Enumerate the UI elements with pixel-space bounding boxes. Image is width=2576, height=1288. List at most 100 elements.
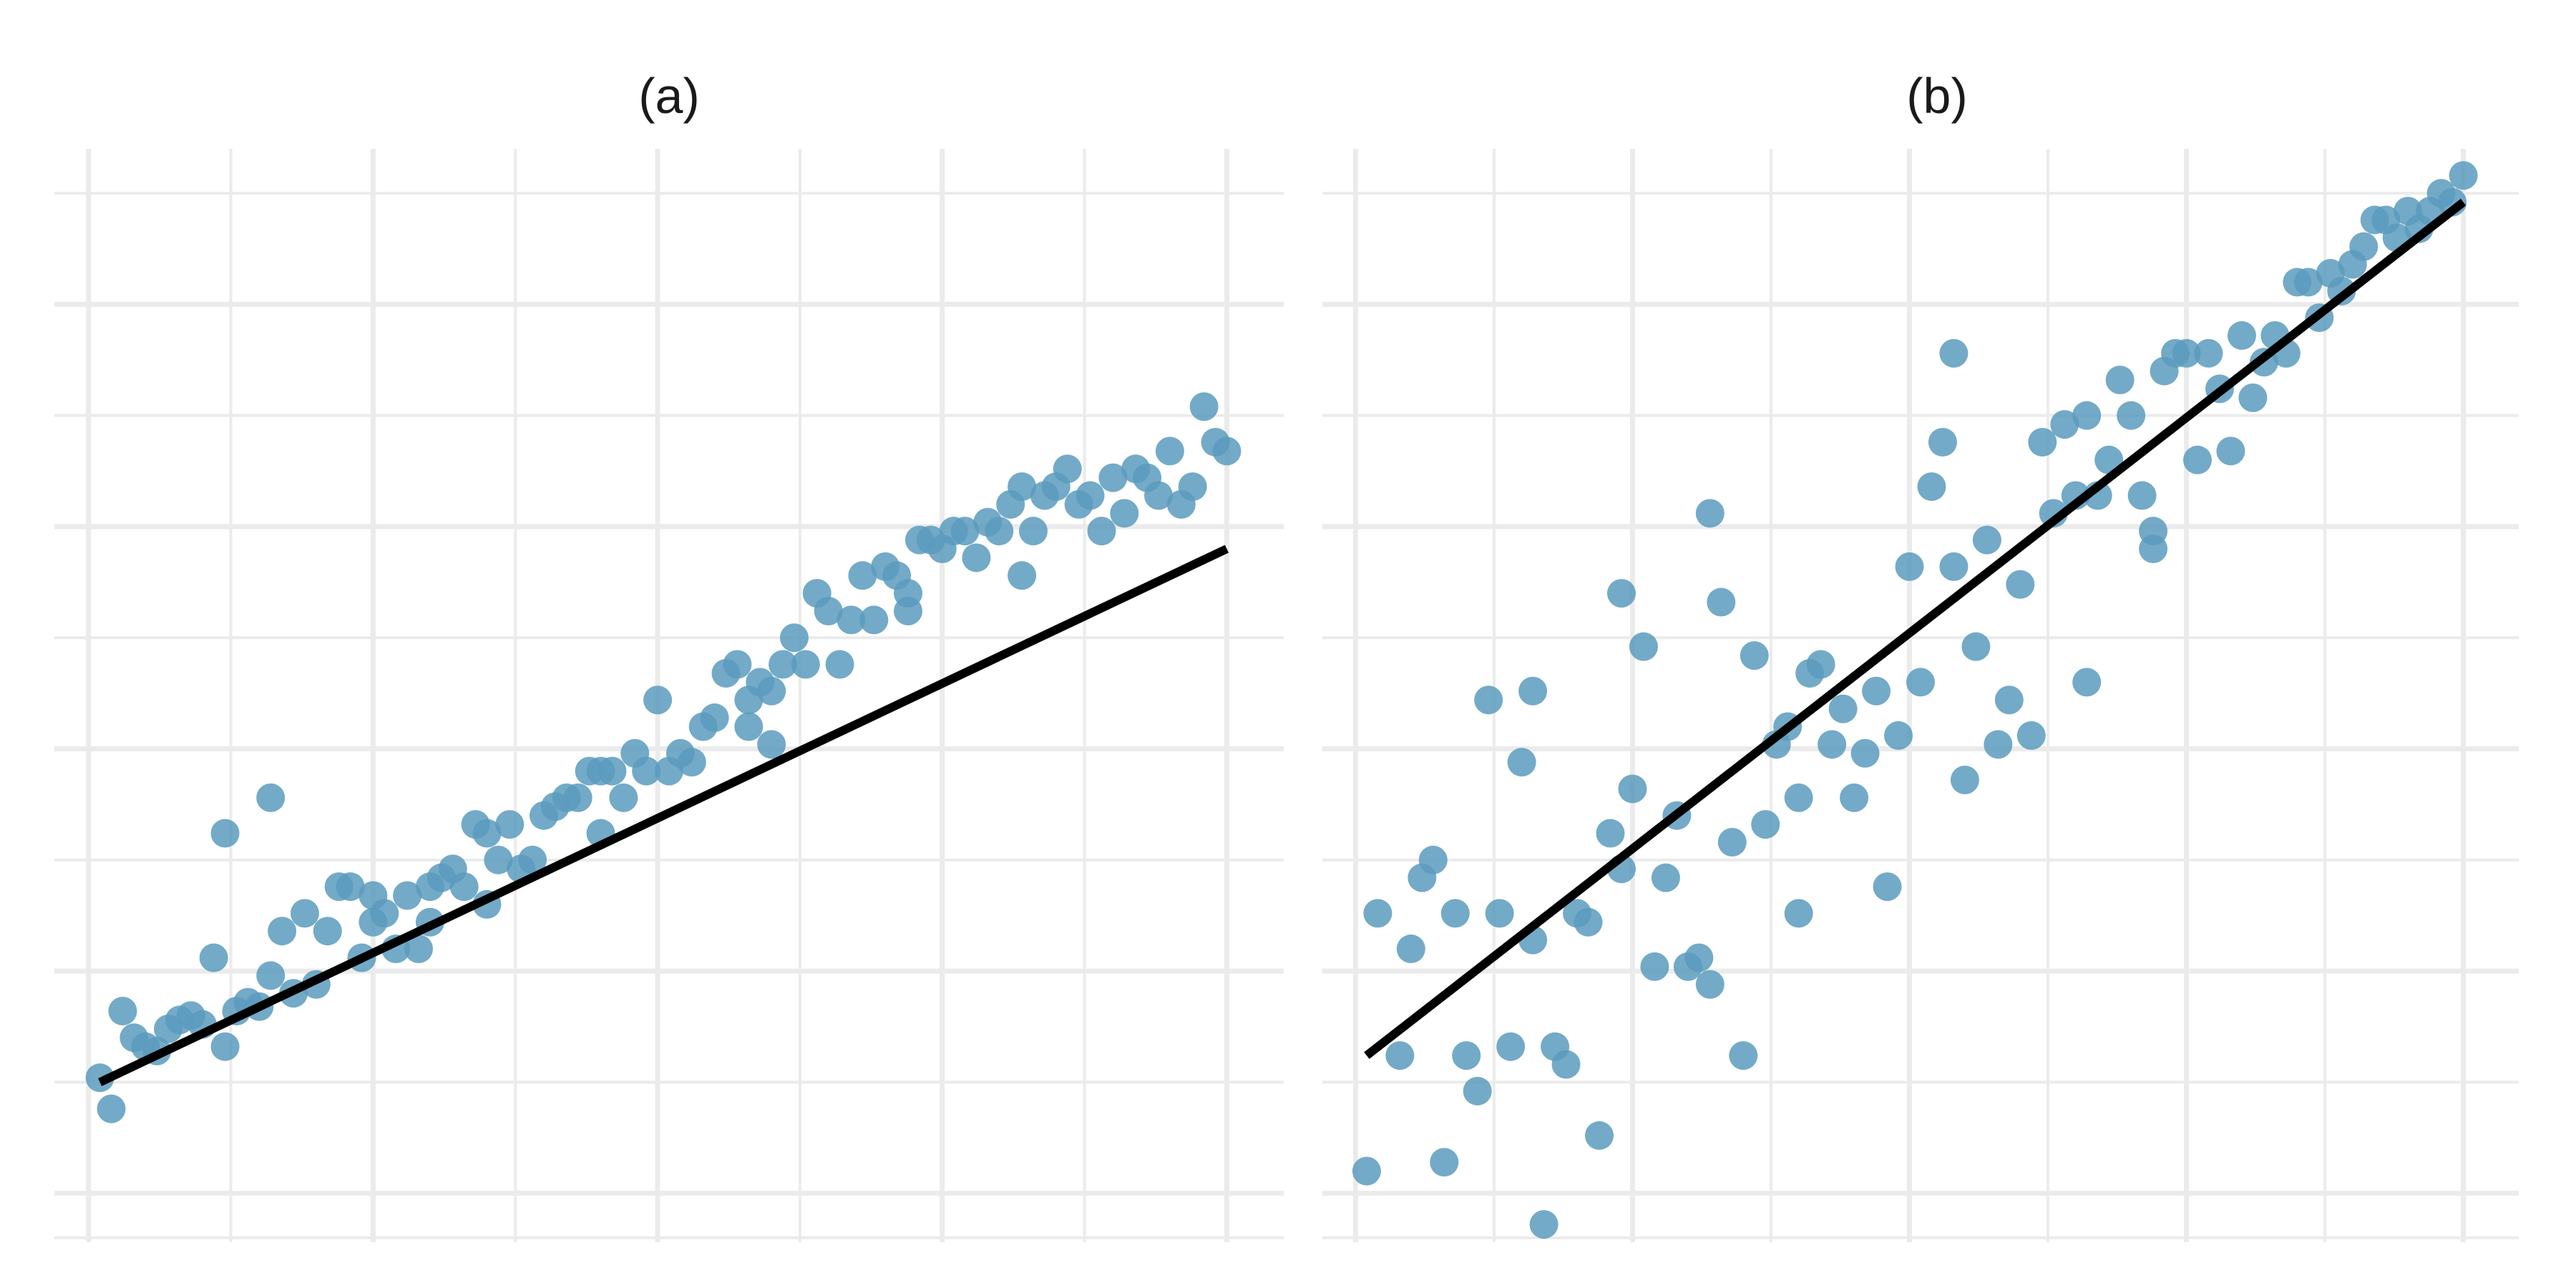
panel-b-data-point	[1729, 1041, 1758, 1070]
panel-b-data-point	[1695, 499, 1724, 528]
panel-b-data-point	[1640, 952, 1669, 981]
panel-a-data-point	[1212, 436, 1241, 466]
panel-b-data-point	[1474, 686, 1503, 715]
panel-b-data-point	[1850, 738, 1880, 768]
panel-b-data-point	[1751, 810, 1780, 839]
panel-a-data-point	[1189, 392, 1219, 421]
panel-a-data-point	[1144, 481, 1174, 510]
panel-a-data-point	[518, 845, 547, 874]
panel-a-data-point	[256, 783, 286, 812]
panel-b-data-point	[2105, 365, 2135, 394]
panel-b-data-point	[2194, 338, 2223, 368]
panel-a-points	[85, 392, 1241, 1123]
panel-a-data-point	[1110, 499, 1139, 528]
panel-a-data-point	[1019, 517, 1048, 546]
panel-a-data-point	[791, 650, 820, 679]
panel-b-data-point	[1463, 1076, 1492, 1106]
panel-b-data-point	[1972, 525, 2001, 555]
panel-a-data-point	[825, 650, 854, 679]
panel-b-data-point	[1828, 694, 1858, 723]
panel-a-data-point	[962, 543, 991, 572]
panel-b-data-point	[1928, 427, 1957, 457]
panel-a-data-point	[256, 961, 286, 990]
panel-a-data-point	[449, 872, 479, 902]
panel-a-data-point	[677, 748, 706, 777]
panel-b-data-point	[1707, 587, 1736, 617]
panel-b-points	[1352, 161, 2478, 1239]
panel-a-data-point	[609, 783, 638, 812]
panel-b-data-point	[1806, 650, 1835, 679]
panel-b-data-point	[2050, 410, 2079, 439]
panel-a-data-point	[290, 899, 319, 928]
panel-b-data-point	[1862, 676, 1891, 706]
panel-a-data-point	[313, 917, 342, 946]
panel-b-grid	[1322, 149, 2519, 1242]
panel-b-data-point	[2072, 401, 2102, 430]
panel-b-data-point	[1551, 1050, 1581, 1079]
panel-a-data-point	[199, 943, 228, 972]
panel-a-data-point	[108, 997, 137, 1026]
panel-a-data-point	[894, 579, 923, 608]
panel-a-data-point	[495, 810, 525, 839]
panel-b-data-point	[2117, 401, 2146, 430]
panel-a-fit-line	[98, 545, 1229, 1086]
panel-b-data-point	[1695, 970, 1724, 999]
panel-b-data-point	[1840, 783, 1869, 812]
panel-b-data-point	[1396, 935, 1425, 964]
panel-a-data-point	[643, 686, 673, 715]
panel-a-data-point	[1178, 472, 1207, 502]
panel-b-data-point	[1917, 472, 1946, 502]
panel-a-data-point	[358, 881, 388, 910]
panel-b-data-point	[1574, 907, 1603, 937]
panel-a-data-point	[632, 756, 661, 786]
panel-a-data-point	[779, 623, 809, 653]
panel-a-title: (a)	[638, 68, 700, 124]
panel-b-data-point	[2172, 338, 2201, 368]
panel-b-data-point	[1607, 579, 1636, 608]
panel-a-data-point	[336, 872, 365, 902]
panel-b-data-point	[2139, 517, 2168, 546]
panel-b-data-point	[1684, 943, 1714, 972]
panel-b-fit-line	[1364, 198, 2467, 1059]
panel-b-data-point	[1585, 1121, 1614, 1150]
panel-b-fit-line-layer	[1364, 198, 2467, 1059]
panel-a-data-point	[734, 712, 763, 741]
panel-b-data-point	[2072, 668, 2102, 697]
panel-a-data-point	[404, 935, 434, 964]
panel-b-data-point	[1496, 1032, 1526, 1061]
panel-b-data-point	[2016, 721, 2046, 750]
panel-b-data-point	[1507, 748, 1536, 777]
panel-b-data-point	[2293, 268, 2323, 297]
panel-b-data-point	[1884, 721, 1913, 750]
panel-a-data-point	[848, 561, 877, 590]
panel-b-data-point	[1984, 730, 2013, 759]
panel-b-data-point	[1363, 899, 1392, 928]
panel-a-data-point	[836, 605, 866, 635]
panel-b-data-point	[1873, 872, 1902, 902]
panel-b-data-point	[2183, 445, 2212, 474]
panel-b-data-point	[1385, 1041, 1415, 1070]
panel-a-data-point	[700, 703, 729, 733]
panel-a-data-point	[814, 596, 843, 625]
panel-b: (b)	[1322, 68, 2519, 1242]
panel-a-data-point	[268, 917, 297, 946]
panel-a-data-point	[723, 650, 752, 679]
panel-b-data-point	[1485, 899, 1514, 928]
panel-a-fit-line-layer	[98, 545, 1229, 1086]
panel-a-data-point	[472, 819, 502, 848]
panel-b-data-point	[1961, 632, 1991, 661]
panel-b-data-point	[1818, 730, 1847, 759]
panel-b-data-point	[1717, 827, 1747, 857]
panel-b-data-point	[2349, 232, 2379, 261]
panel-a-data-point	[563, 783, 592, 812]
panel-b-data-point	[1939, 552, 1968, 581]
panel-b-data-point	[2449, 161, 2478, 190]
panel-a-data-point	[1075, 481, 1105, 510]
panel-a-data-point	[985, 517, 1014, 546]
panel-b-data-point	[1352, 1156, 1381, 1186]
panel-a-data-point	[1008, 561, 1037, 590]
panel-a: (a)	[54, 68, 1284, 1242]
panel-b-data-point	[2227, 321, 2256, 350]
panel-b-data-point	[2238, 383, 2268, 412]
